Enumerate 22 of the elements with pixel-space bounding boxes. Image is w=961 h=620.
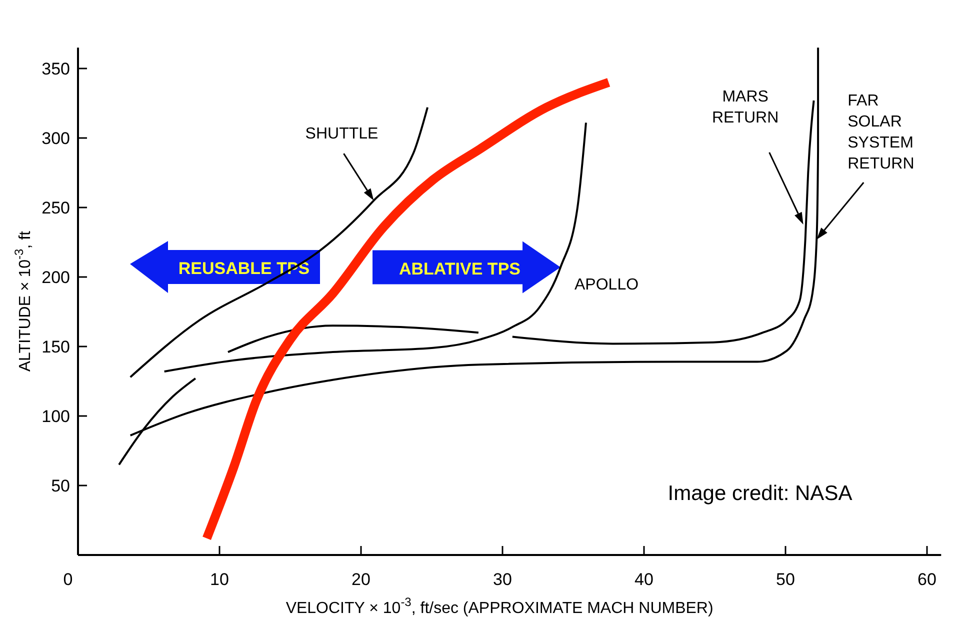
- text: MARS RETURN: [712, 88, 779, 126]
- x-tick-label: 30: [493, 570, 512, 589]
- x-tick-label: 40: [634, 570, 654, 589]
- y-tick-label: 200: [42, 268, 70, 287]
- annotation: ABLATIVE TPS: [398, 259, 521, 278]
- text: SHUTTLE: [305, 126, 378, 143]
- annotation: Image credit: NASA: [668, 482, 852, 505]
- x-axis-title: VELOCITY × 10$^{-3}$, ft/sec (APPROXIMATE MACH NUMBER): [286, 595, 714, 617]
- x-tick-label: 60: [918, 570, 936, 589]
- x-tick-label: 50: [776, 570, 795, 589]
- x-tick-label: 0: [63, 570, 73, 589]
- y-tick-label: 350: [42, 60, 70, 78]
- series-label: APOLLO: [574, 276, 639, 294]
- y-tick-label: 100: [42, 407, 70, 426]
- x-tick-label: 10: [210, 570, 229, 589]
- y-tick-label: 150: [42, 338, 70, 356]
- x-tick-label: 20: [352, 570, 370, 589]
- y-tick-label: 50: [51, 476, 70, 496]
- y-tick-label: 250: [42, 198, 70, 218]
- y-tick-label: 300: [42, 129, 70, 148]
- series-label: FAR SOLAR SYSTEM RETURN: [848, 92, 914, 172]
- line-series: [226, 324, 480, 354]
